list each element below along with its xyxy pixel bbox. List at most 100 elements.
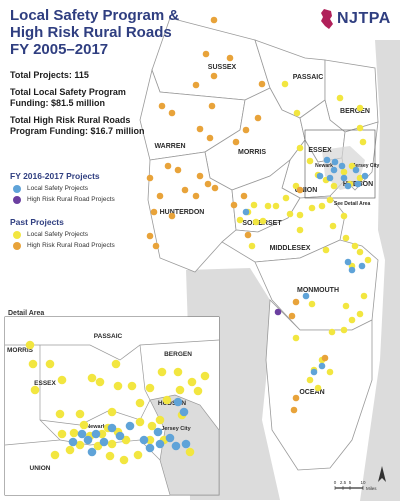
project-point: [242, 208, 250, 216]
county-label: MONMOUTH: [297, 287, 339, 294]
project-point: [316, 172, 324, 180]
inset-project-point: [55, 409, 65, 419]
project-point: [330, 166, 338, 174]
project-point: [250, 201, 258, 209]
county-label: MORRIS: [238, 149, 266, 156]
inset-project-point: [187, 377, 197, 387]
project-point: [329, 222, 337, 230]
inset-project-point: [119, 455, 129, 465]
project-point: [318, 202, 326, 210]
project-point: [348, 266, 356, 274]
project-point: [196, 172, 204, 180]
inset-project-point: [57, 375, 67, 385]
scale-unit-label: Miles: [366, 486, 377, 491]
project-point: [196, 125, 204, 133]
project-point: [356, 104, 364, 112]
inset-county-label: BERGEN: [164, 351, 192, 358]
project-point: [330, 182, 338, 190]
brand-name: NJTPA: [337, 10, 391, 27]
inset-project-point: [79, 420, 89, 430]
project-point: [314, 384, 322, 392]
inset-project-point: [181, 439, 191, 449]
stat-total-projects: Total Projects: 115: [10, 70, 89, 80]
city-label: Jersey City: [353, 163, 380, 169]
project-point: [210, 16, 218, 24]
project-point: [326, 196, 334, 204]
legend-swatch: [13, 242, 21, 250]
project-point: [192, 192, 200, 200]
inset-project-point: [30, 385, 40, 395]
inset-county-label: MORRIS: [7, 347, 34, 354]
project-point: [296, 144, 304, 152]
project-point: [156, 192, 164, 200]
project-point: [338, 162, 346, 170]
project-point: [306, 157, 314, 165]
legend-label: High Risk Rural Road Projects: [27, 242, 115, 249]
county-label: SUSSEX: [208, 64, 237, 71]
inset-project-point: [125, 421, 135, 431]
project-point: [351, 242, 359, 250]
project-point: [352, 166, 360, 174]
project-point: [274, 308, 282, 316]
project-point: [292, 298, 300, 306]
legend-label: Local Safety Projects: [27, 185, 89, 192]
county-label: ESSEX: [308, 147, 332, 154]
inset-project-point: [45, 359, 55, 369]
detail-inset-labels: PASSAIC BERGEN MORRIS ESSEX HUDSON UNION Newar…: [7, 333, 192, 472]
city-label: Newark: [315, 163, 333, 169]
north-arrow-icon: [378, 466, 386, 482]
legend-label: High Risk Rural Road Projects: [27, 196, 115, 203]
inset-project-point: [133, 450, 143, 460]
project-point: [342, 302, 350, 310]
njtpa-logo: NJTPA: [319, 8, 395, 30]
project-point: [292, 334, 300, 342]
stat-hrrr-funding: Total High Risk Rural Roads Program Fund…: [10, 115, 145, 136]
inset-project-point: [173, 397, 183, 407]
project-point: [290, 406, 298, 414]
project-point: [306, 376, 314, 384]
legend-label: Local Safety Projects: [27, 231, 89, 238]
inset-project-point: [135, 417, 145, 427]
inset-project-point: [25, 340, 35, 350]
project-point: [248, 242, 256, 250]
project-point: [259, 217, 267, 225]
summary-stats: Total Projects: 115 Total Local Safety P…: [10, 70, 160, 143]
project-point: [342, 234, 350, 242]
project-point: [204, 180, 212, 188]
inset-county-label: ESSEX: [34, 380, 56, 387]
inset-project-point: [107, 423, 117, 433]
project-point: [310, 368, 318, 376]
inset-project-point: [155, 415, 165, 425]
inset-project-point: [135, 398, 145, 408]
inset-project-point: [200, 371, 210, 381]
project-point: [348, 162, 356, 170]
nj-state-icon: [321, 9, 333, 29]
inset-project-point: [77, 429, 87, 439]
inset-project-point: [75, 440, 85, 450]
inset-project-point: [127, 381, 137, 391]
county-label: BERGEN: [340, 108, 370, 115]
project-point: [264, 202, 272, 210]
inset-project-point: [162, 395, 172, 405]
project-point: [328, 328, 336, 336]
project-point: [236, 216, 244, 224]
inset-project-point: [173, 367, 183, 377]
project-point: [358, 262, 366, 270]
project-point: [174, 166, 182, 174]
inset-project-point: [193, 386, 203, 396]
project-point: [359, 138, 367, 146]
inset-project-point: [165, 433, 175, 443]
detail-inset-points: [25, 340, 210, 465]
project-point: [293, 109, 301, 117]
legend: FY 2016-2017 Projects Local Safety Proje…: [10, 171, 160, 263]
project-point: [308, 204, 316, 212]
inset-project-point: [115, 431, 125, 441]
inset-project-point: [97, 429, 107, 439]
inset-project-point: [105, 451, 115, 461]
legend-item: Local Safety Projects: [13, 184, 160, 195]
see-detail-label: See Detail Area: [334, 201, 370, 207]
project-point: [348, 316, 356, 324]
project-point: [206, 134, 214, 142]
project-point: [208, 102, 216, 110]
